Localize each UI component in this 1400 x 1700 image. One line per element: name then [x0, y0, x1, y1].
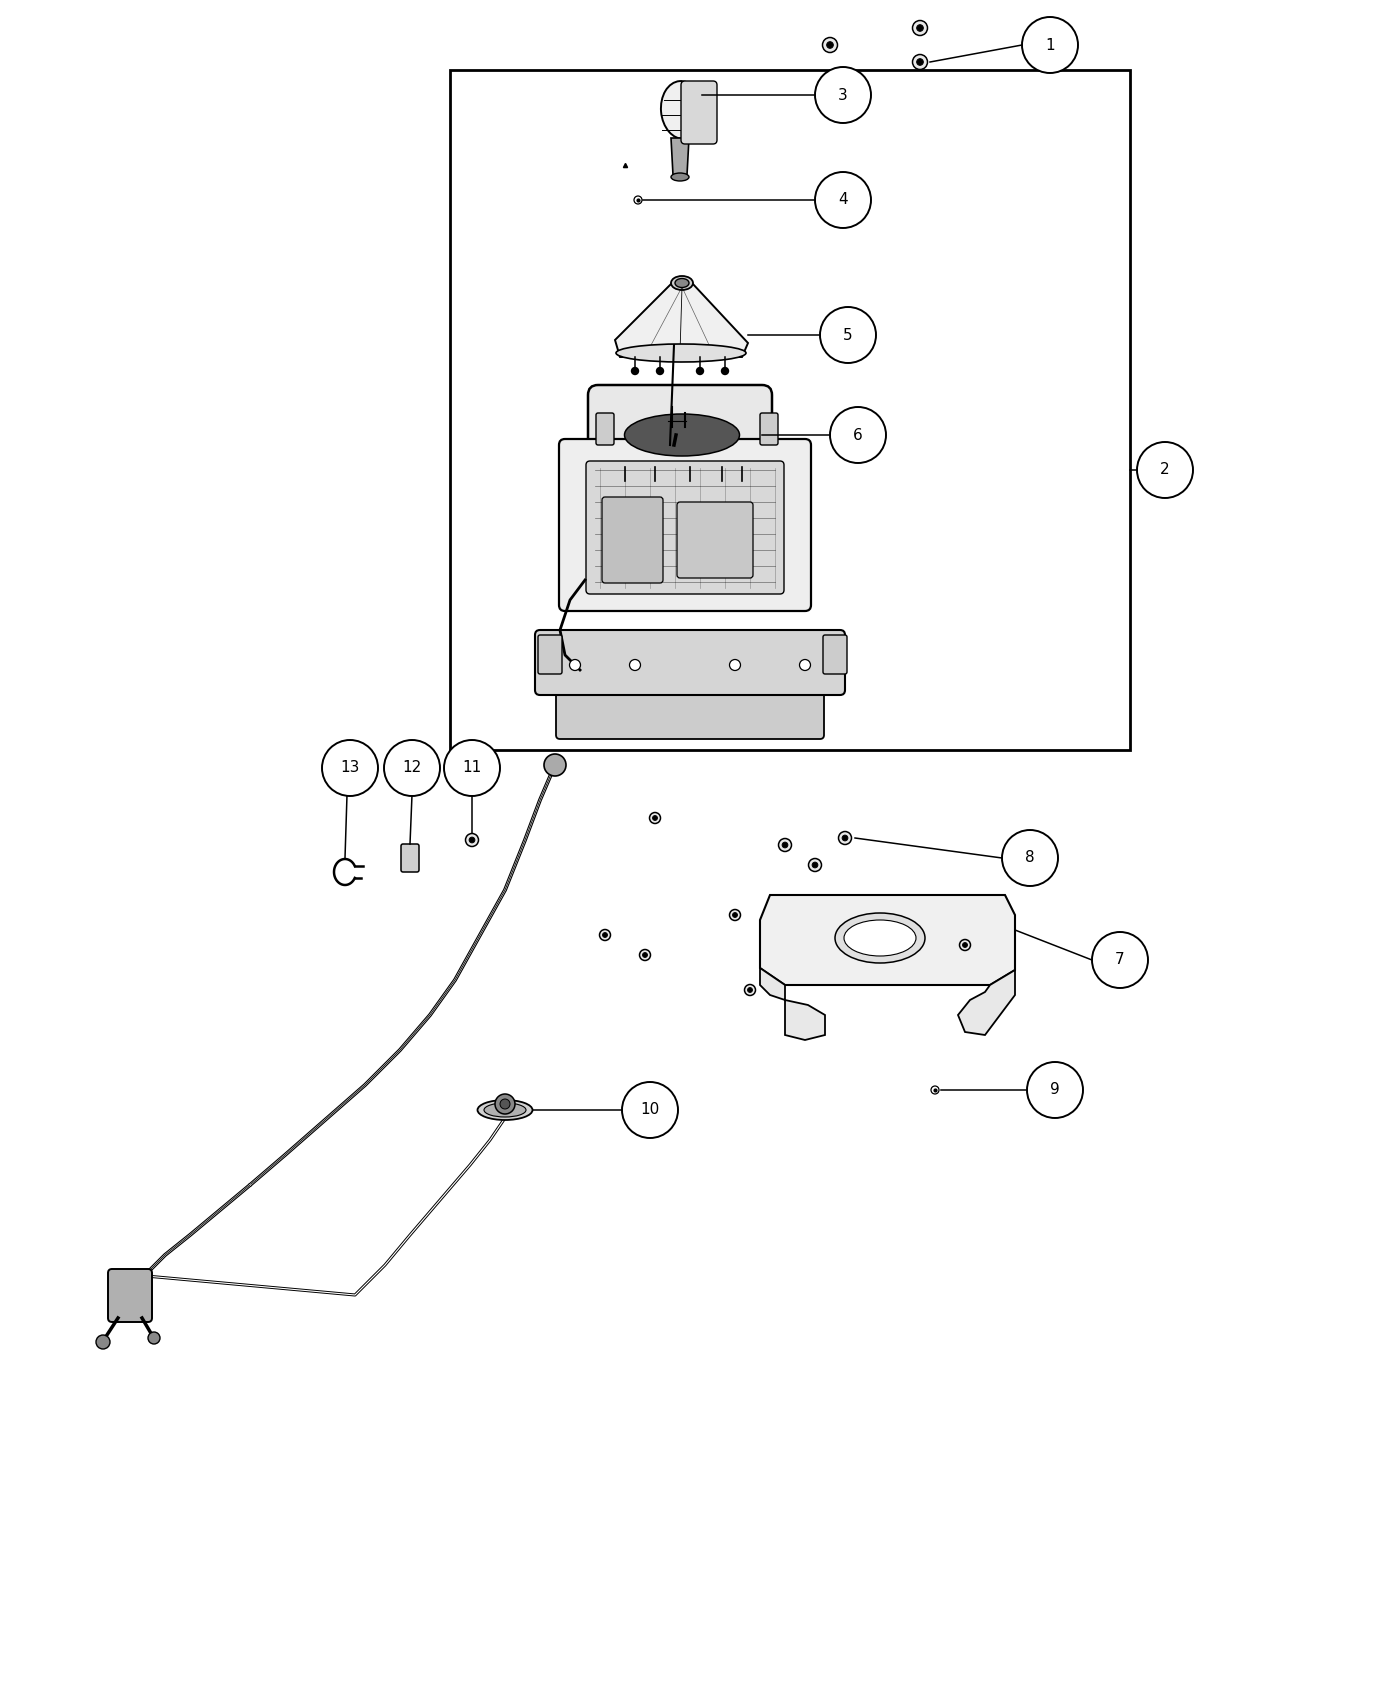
FancyBboxPatch shape	[538, 636, 561, 673]
Circle shape	[748, 988, 752, 993]
Circle shape	[640, 950, 651, 960]
FancyBboxPatch shape	[559, 439, 811, 610]
Text: 4: 4	[839, 192, 848, 207]
Circle shape	[97, 1334, 111, 1350]
Circle shape	[500, 1098, 510, 1108]
Circle shape	[823, 37, 837, 53]
Circle shape	[148, 1333, 160, 1345]
Polygon shape	[760, 894, 1015, 984]
Text: 5: 5	[843, 328, 853, 342]
Ellipse shape	[624, 415, 739, 456]
Text: 8: 8	[1025, 850, 1035, 865]
FancyBboxPatch shape	[556, 682, 825, 740]
Circle shape	[1002, 830, 1058, 886]
Circle shape	[652, 816, 658, 821]
Ellipse shape	[844, 920, 916, 955]
Text: 6: 6	[853, 427, 862, 442]
Ellipse shape	[477, 1100, 532, 1120]
Circle shape	[917, 24, 924, 31]
Ellipse shape	[834, 913, 925, 962]
Circle shape	[917, 58, 924, 65]
Text: 9: 9	[1050, 1083, 1060, 1098]
Circle shape	[732, 913, 738, 918]
Circle shape	[729, 660, 741, 670]
Circle shape	[599, 930, 610, 940]
FancyBboxPatch shape	[535, 631, 846, 695]
Circle shape	[830, 406, 886, 462]
Circle shape	[721, 367, 728, 374]
Circle shape	[799, 660, 811, 670]
Text: 13: 13	[340, 760, 360, 775]
Text: 10: 10	[640, 1103, 659, 1117]
Circle shape	[657, 367, 664, 374]
Circle shape	[570, 660, 581, 670]
FancyBboxPatch shape	[760, 413, 778, 445]
Circle shape	[778, 838, 791, 852]
Circle shape	[729, 910, 741, 920]
Text: 12: 12	[402, 760, 421, 775]
Circle shape	[465, 833, 479, 847]
Circle shape	[650, 813, 661, 823]
Polygon shape	[671, 138, 689, 175]
Circle shape	[602, 933, 608, 937]
Circle shape	[1028, 1062, 1084, 1119]
Circle shape	[643, 952, 647, 957]
Circle shape	[1137, 442, 1193, 498]
Circle shape	[1092, 932, 1148, 988]
FancyBboxPatch shape	[588, 384, 771, 478]
FancyBboxPatch shape	[823, 636, 847, 673]
Circle shape	[444, 740, 500, 796]
Circle shape	[545, 755, 566, 775]
Bar	[449, 70, 1130, 750]
FancyBboxPatch shape	[400, 843, 419, 872]
Circle shape	[820, 308, 876, 364]
Ellipse shape	[616, 343, 746, 362]
Circle shape	[826, 41, 833, 48]
Circle shape	[815, 172, 871, 228]
Circle shape	[631, 367, 638, 374]
Polygon shape	[615, 282, 748, 357]
Circle shape	[322, 740, 378, 796]
Circle shape	[697, 367, 703, 374]
Ellipse shape	[671, 173, 689, 180]
Circle shape	[913, 54, 927, 70]
FancyBboxPatch shape	[596, 413, 615, 445]
Ellipse shape	[675, 279, 689, 287]
Circle shape	[630, 660, 641, 670]
Circle shape	[963, 942, 967, 947]
Circle shape	[809, 858, 822, 872]
Ellipse shape	[661, 82, 703, 139]
Circle shape	[384, 740, 440, 796]
Circle shape	[839, 831, 851, 845]
FancyBboxPatch shape	[108, 1268, 153, 1323]
FancyBboxPatch shape	[678, 502, 753, 578]
FancyBboxPatch shape	[680, 82, 717, 144]
Ellipse shape	[484, 1103, 526, 1117]
FancyBboxPatch shape	[587, 461, 784, 593]
Circle shape	[812, 862, 818, 869]
Circle shape	[469, 836, 475, 843]
FancyBboxPatch shape	[602, 496, 664, 583]
Circle shape	[783, 842, 788, 848]
Text: 1: 1	[1046, 37, 1054, 53]
Ellipse shape	[671, 275, 693, 291]
Circle shape	[815, 66, 871, 122]
Circle shape	[1022, 17, 1078, 73]
Text: 3: 3	[839, 87, 848, 102]
Circle shape	[913, 20, 927, 36]
Polygon shape	[760, 967, 825, 1040]
Circle shape	[622, 1081, 678, 1137]
Text: 7: 7	[1116, 952, 1124, 967]
Text: 11: 11	[462, 760, 482, 775]
Circle shape	[959, 940, 970, 950]
Circle shape	[841, 835, 848, 841]
Polygon shape	[958, 971, 1015, 1035]
Circle shape	[745, 984, 756, 996]
Circle shape	[496, 1095, 515, 1114]
Text: 2: 2	[1161, 462, 1170, 478]
